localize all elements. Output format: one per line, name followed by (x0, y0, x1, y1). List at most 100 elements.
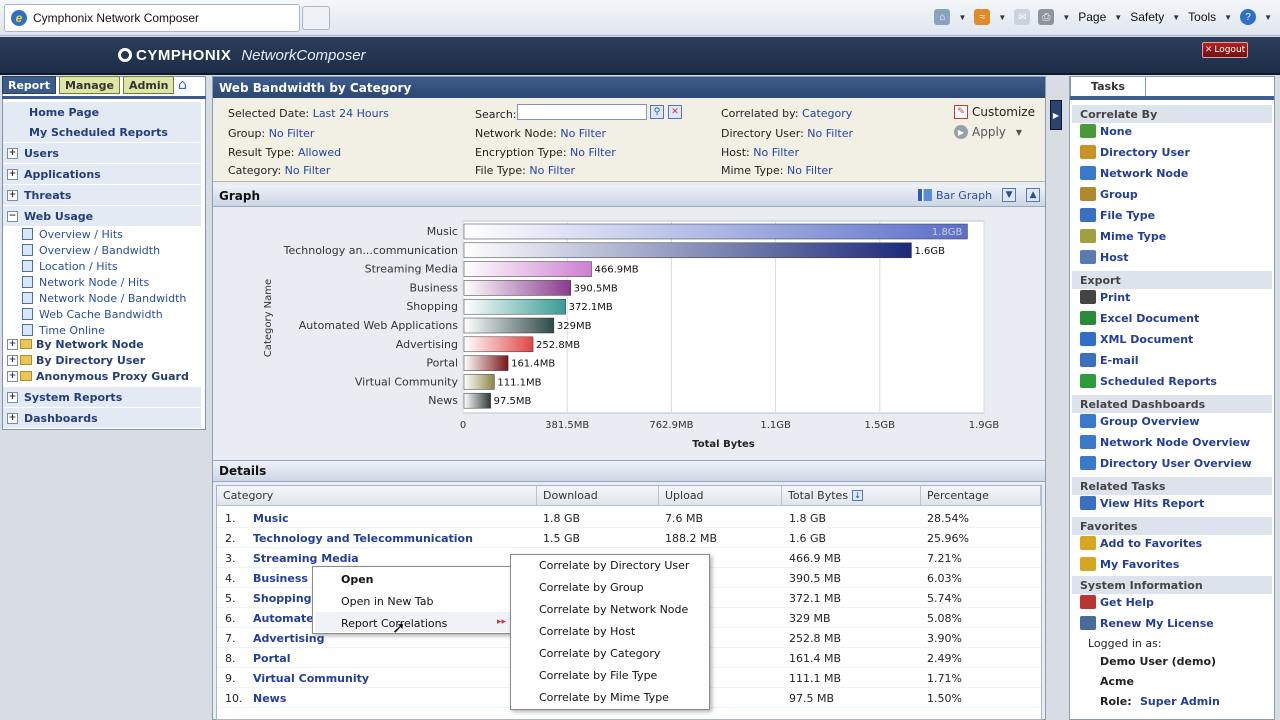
expand-icon[interactable]: + (7, 370, 18, 382)
chevron-down-icon[interactable]: ▼ (1114, 12, 1123, 22)
column-header-download[interactable]: Download (537, 486, 659, 506)
expand-icon[interactable]: + (7, 168, 18, 180)
nav-folder-proxy-guard[interactable]: + Anonymous Proxy Guard (7, 369, 189, 383)
expand-icon[interactable]: + (7, 412, 18, 424)
collapse-icon[interactable]: − (7, 210, 18, 222)
browser-tab[interactable]: e Cymphonix Network Composer (4, 4, 300, 32)
column-header-category[interactable]: Category (217, 486, 537, 506)
customize-button[interactable]: ✎ Customize (954, 105, 1035, 119)
column-header-total-bytes[interactable]: Total Bytes ↓ (782, 486, 921, 506)
task-export-0[interactable]: Print (1080, 288, 1130, 306)
tab-admin[interactable]: Admin (123, 76, 175, 94)
search-icon[interactable]: ⚲ (650, 105, 664, 119)
task-correlate-6[interactable]: Host (1080, 248, 1129, 266)
expand-icon[interactable]: + (7, 338, 18, 350)
column-header-percentage[interactable]: Percentage (921, 486, 1041, 506)
expand-icon[interactable]: + (7, 147, 18, 159)
task-correlate-1[interactable]: Directory User (1080, 143, 1190, 161)
filter-group[interactable]: Group: No Filter (228, 127, 315, 140)
menu-item-report-correlations[interactable]: Report Correlations (341, 616, 448, 630)
filter-category[interactable]: Category: No Filter (228, 164, 331, 177)
row-category-link[interactable]: Business (253, 571, 308, 585)
filter-directory-user[interactable]: Directory User: No Filter (721, 127, 853, 140)
filter-file-type[interactable]: File Type: No Filter (475, 164, 576, 177)
nav-sub-network-node-hits[interactable]: Network Node / Hits (22, 274, 149, 290)
row-category-link[interactable]: Technology and Telecommunication (253, 531, 473, 545)
tab-report[interactable]: Report (2, 76, 57, 94)
row-category-link[interactable]: Advertising (253, 631, 325, 645)
menu-item-correlate-category[interactable]: Correlate by Category (539, 646, 661, 660)
table-row[interactable] (217, 508, 1041, 528)
chevron-down-icon[interactable]: ▼ (998, 12, 1007, 22)
column-header-upload[interactable]: Upload (659, 486, 782, 506)
menu-item-correlate-mime-type[interactable]: Correlate by Mime Type (539, 690, 669, 704)
task-favorite-0[interactable]: Add to Favorites (1080, 534, 1202, 552)
nav-threats[interactable]: + Threats (3, 185, 201, 205)
menu-item-correlate-host[interactable]: Correlate by Host (539, 624, 636, 638)
tab-tasks[interactable]: Tasks (1070, 76, 1146, 96)
apply-button[interactable]: ▶ Apply ▼ (954, 125, 1022, 139)
rss-feed-icon[interactable]: ≈ (974, 9, 991, 25)
row-category-link[interactable]: Streaming Media (253, 551, 359, 565)
filter-correlated-by[interactable]: Correlated by: Category (721, 107, 853, 120)
row-category-link[interactable]: Shopping (253, 591, 312, 605)
nav-users[interactable]: + Users (3, 143, 201, 163)
nav-sub-network-node-bandwidth[interactable]: Network Node / Bandwidth (22, 290, 186, 306)
nav-scheduled-reports[interactable]: My Scheduled Reports (3, 122, 201, 142)
nav-folder-directory-user[interactable]: + By Directory User (7, 353, 146, 367)
logout-button[interactable]: ✕ Logout (1202, 42, 1248, 58)
help-icon[interactable]: ? (1240, 9, 1257, 25)
expand-icon[interactable]: + (7, 354, 18, 366)
task-dashboard-1[interactable]: Network Node Overview (1080, 433, 1250, 451)
row-category-link[interactable]: Music (253, 511, 289, 525)
task-related-0[interactable]: View Hits Report (1080, 494, 1204, 512)
task-system-1[interactable]: Renew My License (1080, 614, 1214, 632)
task-dashboard-0[interactable]: Group Overview (1080, 412, 1200, 430)
row-category-link[interactable]: Automate (253, 611, 314, 625)
search-input[interactable] (517, 104, 647, 120)
tools-menu[interactable]: Tools (1188, 10, 1217, 24)
chevron-down-icon[interactable]: ▼ (958, 12, 967, 22)
home-icon[interactable]: ⌂ (934, 9, 951, 25)
chevron-down-icon[interactable]: ▼ (1015, 127, 1023, 137)
task-correlate-4[interactable]: File Type (1080, 206, 1155, 224)
task-dashboard-2[interactable]: Directory User Overview (1080, 454, 1252, 472)
chevron-down-icon[interactable]: ▼ (1224, 12, 1233, 22)
row-category-link[interactable]: News (253, 691, 287, 705)
collapse-tasks-button[interactable]: ▶ (1050, 100, 1062, 130)
chevron-down-icon[interactable]: ▼ (1002, 188, 1017, 202)
nav-sub-time-online[interactable]: Time Online (22, 322, 105, 338)
nav-dashboards[interactable]: + Dashboards (3, 408, 201, 428)
collapse-graph-icon[interactable]: ▲ (1026, 188, 1041, 202)
sort-desc-icon[interactable]: ↓ (852, 490, 864, 501)
task-correlate-5[interactable]: Mime Type (1080, 227, 1166, 245)
menu-item-correlate-network-node[interactable]: Correlate by Network Node (539, 602, 689, 616)
menu-item-open[interactable]: Open (341, 572, 374, 586)
task-favorite-1[interactable]: My Favorites (1080, 555, 1179, 573)
nav-sub-web-cache-bandwidth[interactable]: Web Cache Bandwidth (22, 306, 163, 322)
menu-item-correlate-directory-user[interactable]: Correlate by Directory User (539, 558, 690, 572)
chevron-down-icon[interactable]: ▼ (1264, 12, 1272, 22)
menu-item-open-new-tab[interactable]: Open in New Tab (341, 594, 434, 608)
row-category-link[interactable]: Portal (253, 651, 291, 665)
new-tab-button[interactable] (302, 6, 330, 30)
menu-item-correlate-group[interactable]: Correlate by Group (539, 580, 644, 594)
graph-type-select[interactable]: Bar Graph ▼ ▲ (918, 188, 1041, 202)
task-system-0[interactable]: Get Help (1080, 593, 1154, 611)
filter-encryption-type[interactable]: Encryption Type: No Filter (475, 146, 616, 159)
filter-network-node[interactable]: Network Node: No Filter (475, 127, 607, 140)
filter-selected-date[interactable]: Selected Date: Last 24 Hours (228, 107, 389, 120)
nav-sub-overview-hits[interactable]: Overview / Hits (22, 226, 123, 242)
nav-home-page[interactable]: Home Page (3, 102, 201, 122)
task-export-3[interactable]: E-mail (1080, 351, 1139, 369)
nav-folder-network-node[interactable]: + By Network Node (7, 337, 144, 351)
nav-sub-overview-bandwidth[interactable]: Overview / Bandwidth (22, 242, 160, 258)
filter-host[interactable]: Host: No Filter (721, 146, 799, 159)
filter-result-type[interactable]: Result Type: Allowed (228, 146, 342, 159)
tab-manage[interactable]: Manage (59, 76, 121, 94)
nav-web-usage[interactable]: − Web Usage (3, 206, 201, 226)
menu-item-correlate-file-type[interactable]: Correlate by File Type (539, 668, 658, 682)
task-correlate-0[interactable]: None (1080, 122, 1132, 140)
task-correlate-2[interactable]: Network Node (1080, 164, 1188, 182)
print-icon[interactable]: ⎙ (1038, 9, 1055, 25)
